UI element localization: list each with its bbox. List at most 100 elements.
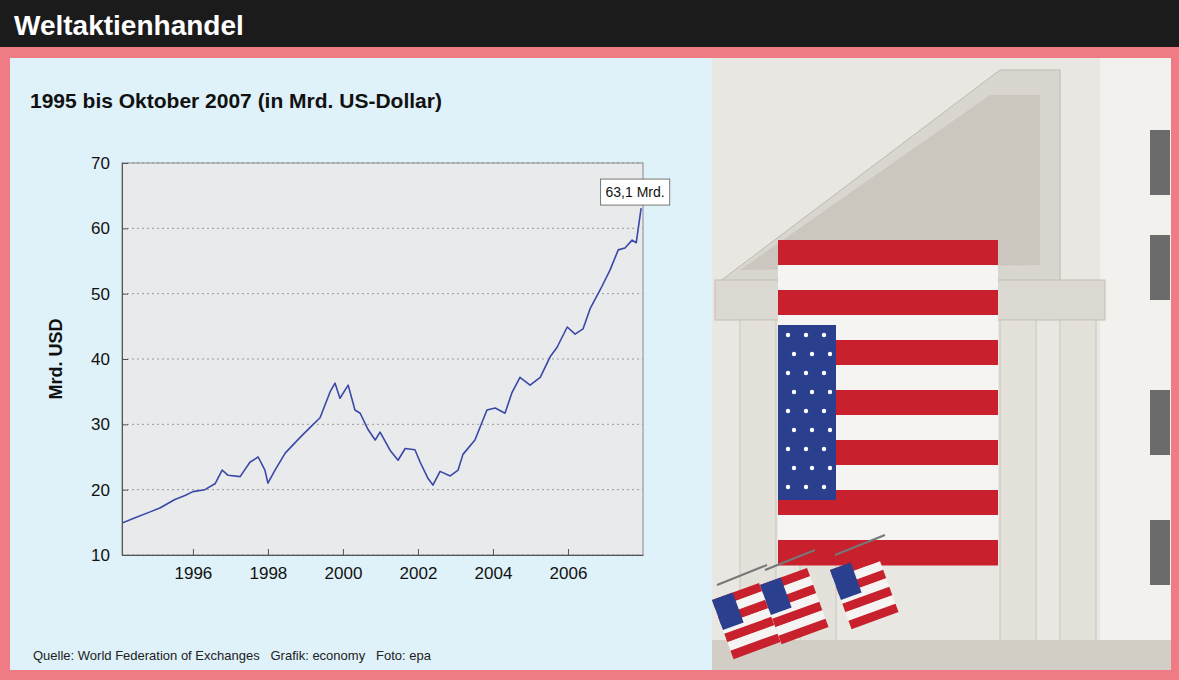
flag-star	[828, 466, 832, 470]
x-tick-label: 2002	[400, 564, 438, 583]
flag-star	[786, 409, 790, 413]
x-tick-label: 1998	[249, 564, 287, 583]
subtitle: 1995 bis Oktober 2007 (in Mrd. US-Dollar…	[30, 89, 442, 112]
column	[1000, 320, 1036, 650]
flag-star	[822, 333, 826, 337]
flag-star	[804, 485, 808, 489]
small-flag	[760, 568, 829, 644]
flag-star	[810, 390, 814, 394]
small-flag-stripe	[778, 619, 828, 645]
flag-star	[828, 352, 832, 356]
chart: Weltaktienhandel 1995 bis Oktober 2007 (i…	[0, 0, 1179, 680]
flag-star	[804, 371, 808, 375]
flag-pole	[835, 535, 885, 555]
flag-star	[792, 352, 796, 356]
base	[712, 640, 1171, 670]
x-tick-mark	[418, 549, 419, 555]
grid-line	[122, 359, 643, 360]
x-tick: 2002	[400, 549, 438, 583]
x-tick: 1998	[249, 549, 287, 583]
y-tick: 40	[91, 350, 128, 369]
y-tick: 70	[91, 154, 128, 173]
x-tick-label: 2004	[475, 564, 513, 583]
y-tick: 50	[91, 285, 128, 304]
flag-star	[804, 447, 808, 451]
x-tick-mark	[193, 549, 194, 555]
y-tick-mark	[122, 294, 128, 295]
window	[1150, 520, 1170, 585]
y-tick: 30	[91, 415, 128, 434]
flag-star	[786, 333, 790, 337]
window	[1150, 235, 1170, 300]
x-tick-mark	[343, 549, 344, 555]
column	[1060, 320, 1096, 650]
y-tick-label: 60	[91, 219, 110, 238]
grid	[122, 163, 643, 555]
flag-canton	[778, 325, 836, 500]
photo-bg	[712, 58, 1171, 670]
flag-star	[828, 390, 832, 394]
x-tick: 2004	[475, 549, 513, 583]
flag-pole	[765, 550, 815, 570]
grid-line	[122, 424, 643, 425]
small-flag-stripe	[730, 634, 780, 660]
flag-stripe	[778, 265, 998, 291]
y-tick-mark	[122, 359, 128, 360]
source: Quelle: World Federation of Exchanges Gr…	[33, 648, 432, 663]
annotation-text: 63,1 Mrd.	[606, 184, 665, 200]
annotation-box	[601, 179, 670, 205]
flag-stripe	[778, 515, 998, 541]
pediment-relief	[740, 95, 1040, 270]
x-tick-label: 2006	[550, 564, 588, 583]
plot-bg	[122, 163, 643, 555]
flag-star	[786, 371, 790, 375]
flag-star	[792, 390, 796, 394]
data-line	[122, 208, 641, 523]
plot-frame	[122, 163, 643, 555]
marks	[122, 208, 641, 523]
x-tick-mark	[268, 549, 269, 555]
annotation: 63,1 Mrd.	[601, 179, 670, 205]
frame	[0, 0, 1179, 680]
flag-stripe	[778, 240, 998, 266]
x-tick-mark	[568, 549, 569, 555]
pediment	[715, 70, 1060, 285]
y-axis-title: Mrd. USD	[46, 318, 66, 399]
x-tick: 1996	[174, 549, 212, 583]
small-flag-canton	[760, 577, 792, 615]
x-tick: 2006	[550, 549, 588, 583]
y-tick-label: 50	[91, 285, 110, 304]
small-flag	[830, 553, 899, 629]
flag-star	[792, 428, 796, 432]
y-tick-label: 40	[91, 350, 110, 369]
y-tick-label: 10	[91, 546, 110, 565]
title: Weltaktienhandel	[14, 10, 244, 41]
flag-star	[822, 371, 826, 375]
x-tick-mark	[493, 549, 494, 555]
y-tick-mark	[122, 490, 128, 491]
building-wall	[1100, 58, 1171, 670]
y-tick-label: 30	[91, 415, 110, 434]
y-tick: 20	[91, 481, 128, 500]
flag-stripe	[778, 540, 998, 566]
window	[1150, 390, 1170, 455]
y-tick: 10	[91, 546, 128, 565]
small-flag-canton	[712, 592, 744, 630]
y-axis: 10 20 30 40 50 60 70	[91, 154, 128, 565]
flag-star	[792, 466, 796, 470]
flag-star	[786, 447, 790, 451]
x-axis: 199619982000200220042006	[123, 549, 644, 583]
grid-line	[122, 228, 643, 229]
panel-bg	[10, 58, 712, 670]
y-tick: 60	[91, 219, 128, 238]
y-tick-label: 20	[91, 481, 110, 500]
flag-star	[828, 428, 832, 432]
x-tick-label: 1996	[174, 564, 212, 583]
flag-star	[804, 333, 808, 337]
flag-star	[810, 352, 814, 356]
small-flag-canton	[830, 562, 862, 600]
header-bar	[0, 0, 1179, 47]
x-axis-line	[123, 555, 644, 556]
window	[1150, 130, 1170, 195]
y-tick-mark	[122, 163, 128, 164]
